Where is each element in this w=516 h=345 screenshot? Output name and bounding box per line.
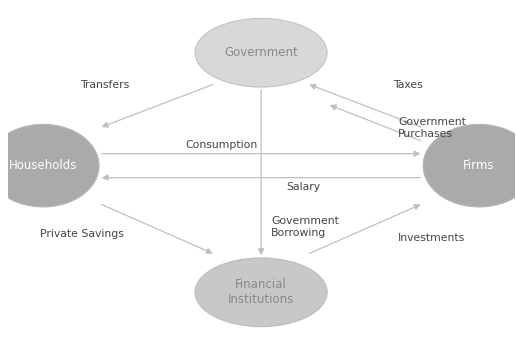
Text: Salary: Salary	[286, 182, 320, 192]
Text: Households: Households	[9, 159, 77, 172]
Text: Taxes: Taxes	[393, 80, 423, 90]
Text: Financial
Institutions: Financial Institutions	[228, 278, 294, 306]
Text: Transfers: Transfers	[80, 80, 130, 90]
Ellipse shape	[195, 258, 327, 326]
Text: Investments: Investments	[398, 233, 465, 243]
Ellipse shape	[423, 125, 516, 207]
Ellipse shape	[0, 125, 99, 207]
Text: Consumption: Consumption	[185, 140, 257, 150]
Ellipse shape	[195, 19, 327, 87]
Text: Private Savings: Private Savings	[40, 229, 124, 239]
Text: Government: Government	[224, 46, 298, 59]
Text: Firms: Firms	[463, 159, 495, 172]
Text: Government
Purchases: Government Purchases	[398, 117, 466, 139]
Text: Government
Borrowing: Government Borrowing	[271, 216, 339, 238]
